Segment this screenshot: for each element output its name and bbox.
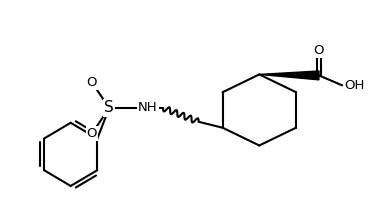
Text: O: O (86, 127, 97, 140)
Text: NH: NH (138, 101, 158, 114)
Text: S: S (104, 101, 114, 116)
Polygon shape (259, 71, 319, 80)
Text: OH: OH (344, 79, 364, 92)
Text: O: O (314, 44, 324, 57)
Text: O: O (86, 76, 97, 89)
